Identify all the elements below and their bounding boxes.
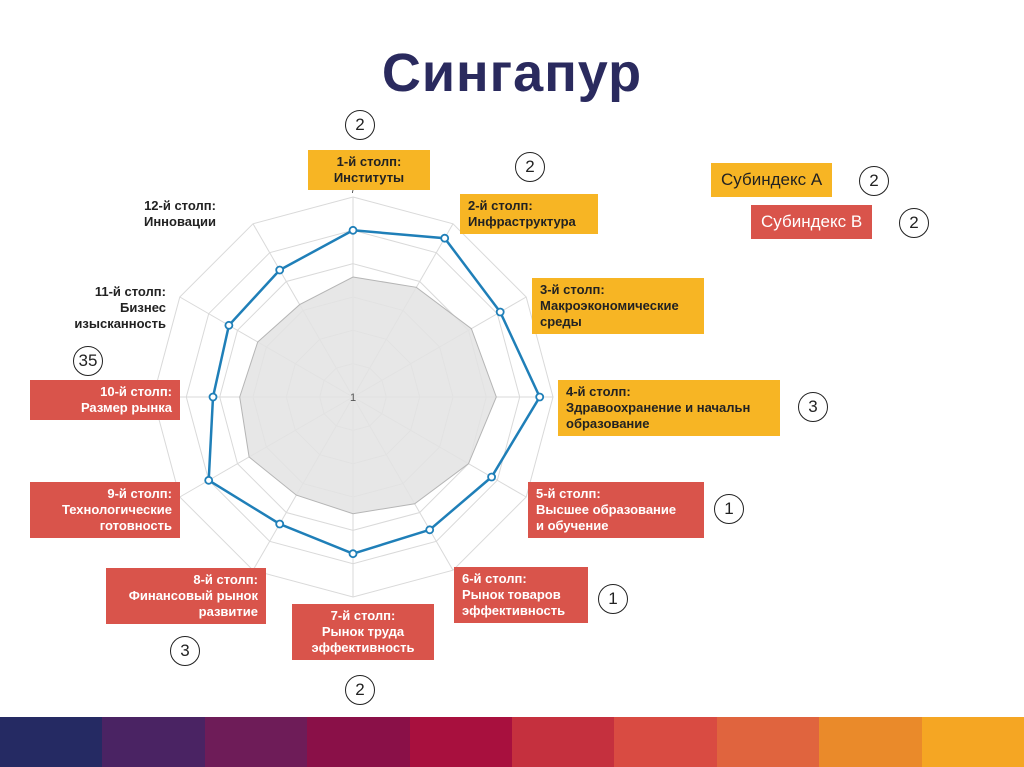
axis-label-12: 12-й столп: Инновации bbox=[143, 198, 216, 229]
rank-badge-2: 2 bbox=[515, 152, 545, 182]
axis-label-5: 5-й столп: Высшее образование и обучение bbox=[528, 482, 704, 538]
series-point bbox=[487, 472, 497, 482]
axis-label-3: 3-й столп: Макроэкономические среды bbox=[532, 278, 704, 334]
stripe-segment bbox=[102, 717, 206, 767]
series-point bbox=[204, 475, 214, 485]
axis-label-9: 9-й столп: Технологические готовность bbox=[30, 482, 180, 538]
series-point bbox=[348, 225, 358, 235]
page-title: Сингапур bbox=[381, 43, 643, 103]
stripe-segment bbox=[409, 717, 513, 767]
series-point bbox=[275, 265, 285, 275]
stripe-segment bbox=[204, 717, 309, 767]
series-point bbox=[440, 233, 450, 243]
series-point bbox=[535, 392, 545, 402]
stripe-segment bbox=[307, 717, 411, 767]
subindex-b-rank: 2 bbox=[899, 208, 929, 238]
rank-badge-6: 1 bbox=[598, 584, 628, 614]
stripe-segment bbox=[921, 717, 1024, 767]
axis-label-1: 1-й столп: Институты bbox=[308, 150, 430, 190]
rank-badge-10: 35 bbox=[73, 346, 103, 376]
subindex-a-rank: 2 bbox=[859, 166, 889, 196]
stripe-segment bbox=[716, 717, 821, 767]
rank-badge-1: 2 bbox=[345, 110, 375, 140]
axis-label-2: 2-й столп: Инфраструктура bbox=[460, 194, 598, 234]
series-area-grey bbox=[239, 276, 497, 515]
series-point bbox=[425, 525, 435, 535]
series-point bbox=[208, 392, 218, 402]
axis-label-6: 6-й столп: Рынок товаров эффективность bbox=[454, 567, 588, 623]
axis-label-7: 7-й столп: Рынок труда эффективность bbox=[292, 604, 434, 660]
subindex-b-label: Субиндекс B bbox=[751, 205, 873, 239]
stripe-segment bbox=[0, 717, 104, 767]
subindex-a-label: Субиндекс A bbox=[711, 163, 833, 197]
stripe-segment bbox=[512, 717, 616, 767]
rank-badge-7: 2 bbox=[345, 675, 375, 705]
axis-label-8: 8-й столп: Финансовый рынок развитие bbox=[106, 568, 266, 624]
series-point bbox=[275, 519, 285, 529]
series-point bbox=[224, 320, 234, 330]
stripe-segment bbox=[614, 717, 718, 767]
axis-label-11: 11-й столп: Бизнес изысканность bbox=[74, 284, 166, 331]
scale-min-label: 1 bbox=[350, 392, 356, 404]
series-point bbox=[495, 307, 505, 317]
series-point bbox=[348, 549, 358, 559]
scale-max-label: 7 bbox=[350, 184, 356, 196]
rank-badge-4: 3 bbox=[798, 392, 828, 422]
rank-badge-5: 1 bbox=[714, 494, 744, 524]
axis-label-4: 4-й столп: Здравоохранение и начальн обр… bbox=[558, 380, 780, 436]
rank-badge-8: 3 bbox=[170, 636, 200, 666]
stripe-segment bbox=[819, 717, 923, 767]
axis-label-10: 10-й столп: Размер рынка bbox=[30, 380, 180, 420]
